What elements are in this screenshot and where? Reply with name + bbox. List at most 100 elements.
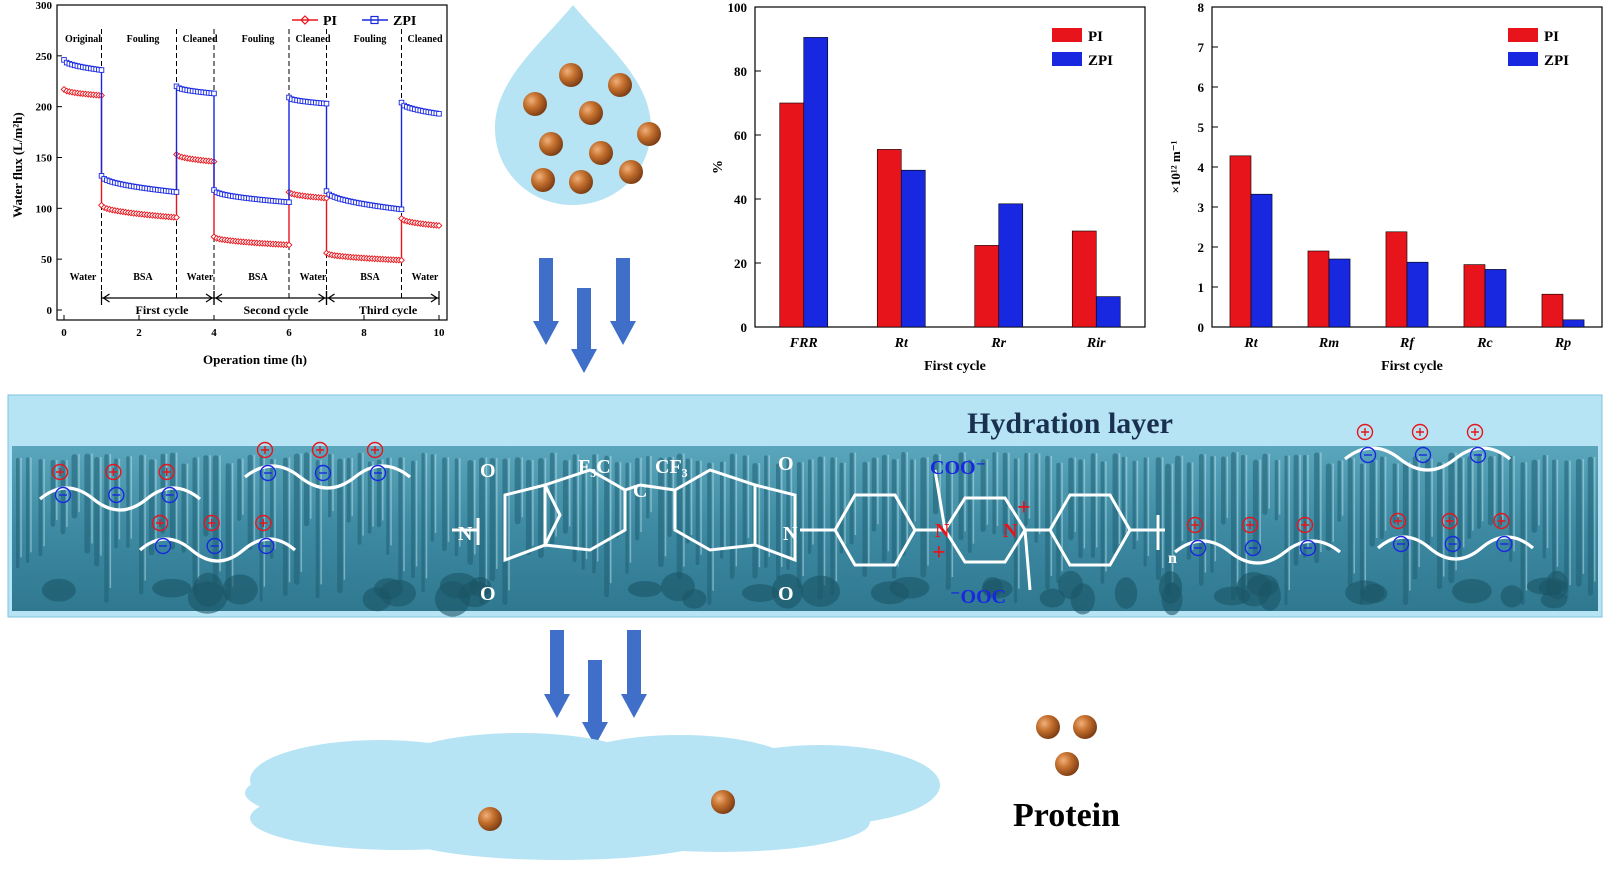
legend-zpi-swatch — [1052, 52, 1082, 66]
pore — [525, 459, 532, 556]
pore-wall — [532, 459, 534, 546]
phase-label: Fouling — [127, 34, 160, 45]
anion-group — [369, 464, 387, 482]
cation-group — [1186, 516, 1204, 534]
pore-wall — [300, 453, 303, 572]
macrovoid — [41, 578, 76, 602]
macrovoid — [771, 573, 804, 609]
flux-phase-labels: Original Fouling Cleaned Fouling Cleaned… — [65, 34, 443, 45]
pore — [707, 462, 712, 605]
legend-zpi-label: ZPI — [1544, 53, 1569, 69]
protein-label: Protein — [1013, 797, 1120, 834]
cycle-arrowhead — [327, 293, 335, 303]
macrovoid — [1070, 583, 1095, 615]
pore-wall — [1481, 453, 1484, 522]
anion-circle — [314, 464, 332, 482]
protein-particle — [619, 160, 643, 184]
pore-wall — [351, 457, 354, 517]
cation-circle — [105, 463, 122, 481]
pore — [148, 459, 155, 556]
pore — [1262, 453, 1268, 515]
pore-wall — [897, 459, 899, 567]
zpi-bar — [1328, 258, 1351, 328]
pore — [442, 457, 447, 552]
pore — [967, 459, 972, 553]
label-f3c: F₃C — [578, 456, 611, 478]
protein-particle — [531, 168, 555, 192]
imide-ring-left — [503, 483, 562, 563]
pore — [282, 457, 288, 596]
pore-wall — [231, 463, 234, 587]
pore — [1412, 456, 1418, 580]
pore-wall — [1593, 456, 1596, 582]
polymer-labels: F₃C CF₃ C O O O O N N N N + + COO⁻ ⁻OOC … — [458, 453, 1177, 608]
pore-wall — [1546, 454, 1549, 549]
pore — [796, 461, 802, 589]
legend-pi-marker — [300, 15, 310, 25]
flux-xlabel: Operation time (h) — [203, 352, 307, 367]
macrovoid — [1345, 580, 1385, 605]
cation-sign — [109, 468, 118, 476]
pore-wall — [790, 458, 793, 559]
pore-wall — [1028, 452, 1031, 519]
protein-particle — [1036, 715, 1060, 739]
macrovoid — [193, 572, 224, 607]
legend-pi-swatch — [1508, 28, 1538, 42]
zpi-point — [323, 100, 330, 107]
anion-group — [1414, 446, 1432, 464]
anion-group — [314, 464, 332, 482]
zpi-point — [436, 111, 442, 117]
pore-wall — [1332, 463, 1334, 542]
pore-wall — [1462, 457, 1465, 548]
zpi-point — [98, 67, 105, 73]
pore — [1520, 462, 1525, 605]
pore-wall — [521, 457, 524, 518]
protein-particle — [711, 790, 735, 814]
cation-sign — [1191, 521, 1199, 529]
pore — [685, 458, 690, 544]
anion-group — [206, 537, 223, 555]
phase-label: Fouling — [242, 34, 275, 45]
protein-particle — [478, 807, 502, 831]
macrovoid — [152, 578, 192, 598]
pore-wall — [650, 455, 652, 513]
pore-wall — [768, 455, 771, 557]
pore — [1402, 461, 1409, 605]
cation-sign — [162, 468, 171, 476]
pore — [581, 463, 585, 570]
pore-wall — [109, 454, 112, 588]
pore-wall — [1105, 461, 1107, 572]
cation-sign — [1471, 428, 1479, 436]
pore-wall — [1409, 461, 1411, 591]
pore — [1024, 452, 1028, 526]
pore — [932, 454, 939, 515]
pore — [1509, 455, 1513, 562]
pore-wall — [1061, 462, 1063, 572]
category-label: FRR — [789, 336, 818, 351]
anion-circle — [259, 464, 277, 482]
pore-wall — [629, 462, 632, 563]
anion-circle — [154, 537, 172, 555]
protein-particle — [569, 170, 593, 194]
pore-wall — [986, 459, 989, 525]
anion-group — [1299, 539, 1317, 557]
pore — [1002, 452, 1008, 536]
pore-wall — [130, 456, 133, 539]
pore-wall — [609, 455, 612, 584]
pore-wall — [802, 461, 804, 577]
y-tick-label: 7 — [1198, 40, 1205, 55]
pi-bar — [974, 245, 1000, 328]
pore-wall — [835, 457, 838, 582]
zpi-bar — [1250, 193, 1273, 328]
pi-point — [173, 214, 180, 221]
pore-wall — [1538, 459, 1540, 526]
pore — [1436, 462, 1443, 590]
pore-wall — [1341, 460, 1344, 516]
pore-wall — [1118, 453, 1121, 544]
pore-wall — [1494, 456, 1496, 519]
pore — [538, 458, 544, 558]
pore — [1552, 459, 1556, 579]
cation-circle — [1389, 512, 1407, 530]
cation-group — [51, 463, 69, 481]
cation-group — [366, 441, 384, 459]
